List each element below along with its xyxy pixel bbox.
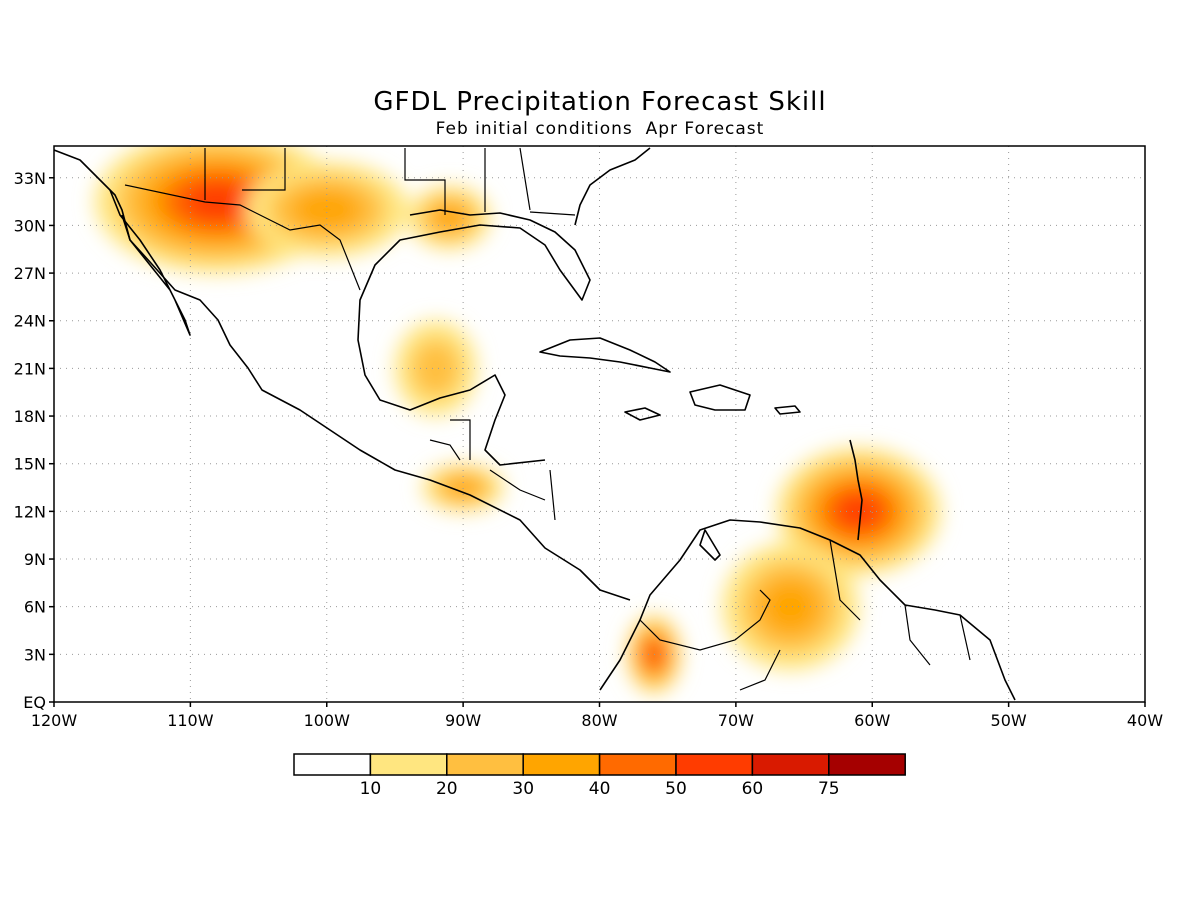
coastline-lesser-antilles [849,439,863,541]
skill-region-louisiana [431,203,468,232]
lat-tick-label: 27N [14,264,46,283]
coastline-jamaica [624,407,661,421]
colorbar-swatch [598,753,677,776]
lat-tick-label: 33N [14,169,46,188]
colorbar-label: 40 [589,779,611,799]
colorbar-swatch [751,753,830,776]
skill-region-texas [291,189,362,230]
lat-tick-label: 6N [24,598,46,617]
colorbar-legend: 10 20 30 40 50 60 75 [293,753,906,799]
lon-tick-label: 100W [304,711,351,730]
border-us-mexico [124,184,361,291]
lon-tick-label: 70W [718,711,754,730]
border-states [204,147,576,216]
skill-shading [94,146,941,695]
colorbar-swatch [293,753,372,776]
colorbar-label: 60 [742,779,764,799]
colorbar-swatch [446,753,524,776]
plot-area [54,146,1145,702]
skill-region-venezuela [761,579,820,634]
lat-tick-label: EQ [23,693,46,712]
lat-tick-label: 3N [24,645,46,664]
colorbar-label: 75 [818,779,840,799]
map-subtitle: Feb initial conditions Apr Forecast [436,119,765,139]
colorbar-swatch [522,753,601,776]
lon-tick-label: 60W [854,711,890,730]
colorbar-label: 10 [360,779,382,799]
colorbar-swatch [828,753,906,776]
coastline-south-america [599,519,1016,701]
lat-tick-label: 30N [14,216,46,235]
lon-tick-label: 40W [1127,711,1163,730]
lat-tick-label: 24N [14,312,46,331]
lon-tick-label: 120W [31,711,78,730]
borders [124,147,971,691]
border-south-america [639,539,971,691]
lon-tick-label: 80W [581,711,617,730]
coastline-cuba [539,337,671,373]
longitude-axis: 120W 110W 100W 90W 80W 70W 60W 50W 40W [31,702,1163,730]
colorbar-label: 50 [665,779,687,799]
coastline-gulf [357,209,591,466]
lon-tick-label: 110W [167,711,214,730]
lon-tick-label: 50W [991,711,1027,730]
coastline-us-east [574,147,651,226]
skill-region-southwest-us [184,182,252,222]
map-title: GFDL Precipitation Forecast Skill [373,87,826,117]
border-central-america [429,419,556,521]
lat-tick-label: 9N [24,550,46,569]
lat-tick-label: 18N [14,407,46,426]
coastline-baja [109,189,191,336]
skill-region-guatemala [445,477,481,498]
lat-tick-label: 12N [14,502,46,521]
latitude-axis: 33N 30N 27N 24N 21N 18N 15N 12N 9N 6N 3N EQ [14,169,54,712]
colorbar-swatch [675,753,754,776]
lon-tick-label: 90W [445,711,481,730]
coastlines [54,147,1016,701]
lat-tick-label: 15N [14,455,46,474]
coastline-mexico-pacific [54,149,631,601]
coastline-hispaniola [689,384,751,411]
colorbar-label: 30 [512,779,534,799]
skill-region-yucatan-gulf [411,339,461,397]
colorbar-label: 20 [436,779,458,799]
colorbar-swatch [369,753,448,776]
coastline-puerto-rico [774,405,801,415]
lat-tick-label: 21N [14,359,46,378]
coastline-lake-maracaibo [699,529,721,561]
